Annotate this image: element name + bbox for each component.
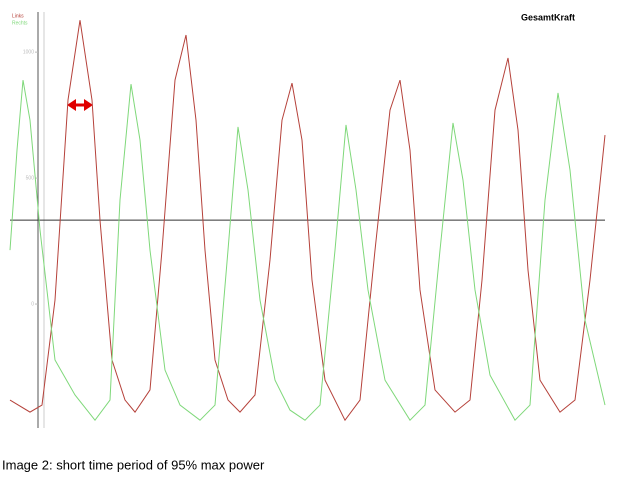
line-series [9,20,606,422]
y-tick-label: 1000 [23,49,34,55]
line-series [9,80,606,422]
annotation-arrow [67,99,93,111]
chart-title: GesamtKraft [521,12,575,22]
y-tick-label: 0 [31,301,34,307]
y-tick-label: 500 [26,175,35,181]
legend-label: Rechts [12,20,28,26]
caption: Image 2: short time period of 95% max po… [2,457,265,472]
legend-label: Links [12,13,24,19]
